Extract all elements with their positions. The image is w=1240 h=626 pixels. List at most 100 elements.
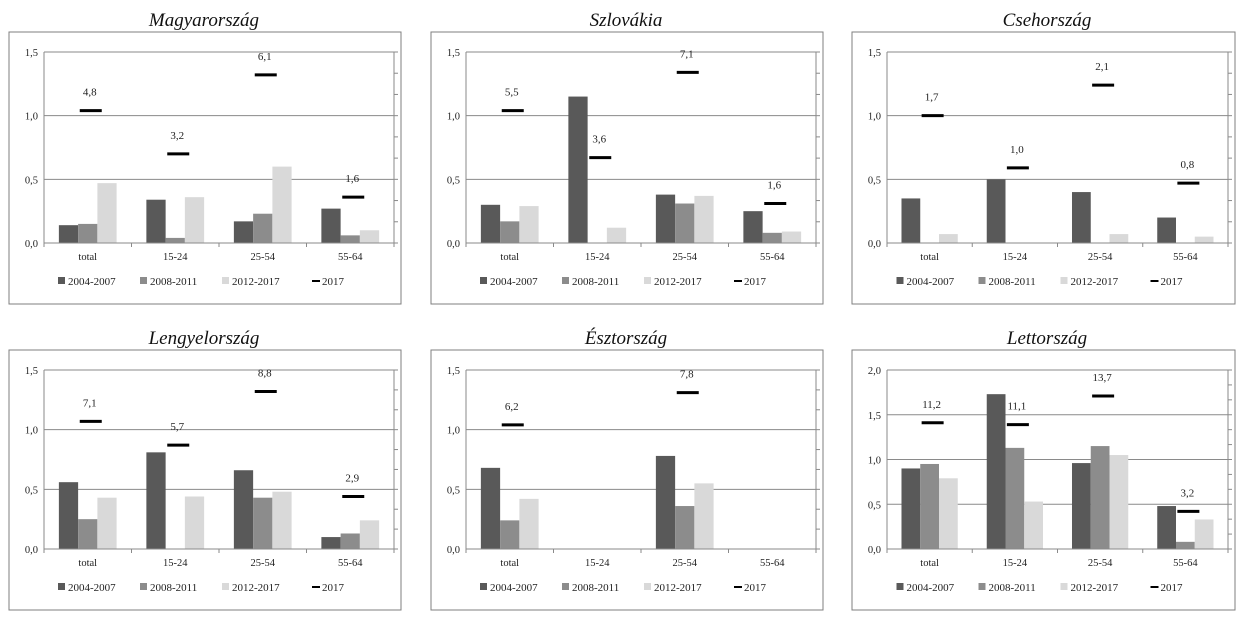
legend-label: 2012-2017 (1071, 582, 1119, 594)
bar-2012-2017 (272, 166, 292, 243)
data-label: 8,8 (258, 367, 272, 379)
chart-title: Észtország (584, 328, 668, 349)
bar-2004-2007 (1071, 463, 1091, 549)
data-label: 6,2 (505, 401, 519, 413)
data-label: 4,8 (83, 87, 97, 99)
bar-2004-2007 (480, 204, 501, 243)
legend-swatch (978, 583, 986, 590)
bar-2004-2007 (655, 455, 676, 549)
bar-2012-2017 (272, 491, 292, 549)
x-tick-label: 55-64 (760, 252, 785, 263)
data-label: 2,9 (345, 472, 359, 484)
legend-label: 2012-2017 (232, 276, 280, 288)
bar-2008-2011 (78, 519, 98, 549)
bar-2012-2017 (939, 234, 958, 243)
y-tick-label: 1,5 (25, 48, 38, 59)
y-tick-label: 0,0 (868, 239, 881, 250)
data-label: 1,7 (925, 92, 939, 104)
x-tick-label: 55-64 (338, 252, 363, 263)
legend-swatch (896, 583, 904, 590)
data-label: 7,8 (680, 369, 694, 381)
chart-panel-3: Csehország 0,0 0,5 1,0 1,5 1,7 total 1,0 15-24 2… (851, 8, 1240, 308)
chart-title: Lengyelország (148, 328, 260, 349)
legend-swatch (644, 277, 651, 284)
legend-swatch (58, 277, 65, 284)
y-tick-label: 0,0 (25, 545, 38, 556)
y-tick-label: 1,5 (447, 48, 460, 59)
chart-frame (851, 31, 1236, 305)
x-tick-label: 25-54 (673, 252, 698, 263)
data-label: 6,1 (258, 51, 272, 63)
chart-panel-2: Szlovákia 0,0 0,5 1,0 1,5 5,5 total 3,6 15-24 7,… (430, 8, 828, 308)
bar-2012-2017 (1109, 455, 1129, 549)
bar-2008-2011 (253, 213, 273, 243)
bar-2008-2011 (762, 232, 782, 243)
legend-swatch (140, 277, 147, 284)
y-tick-label: 1,0 (25, 112, 38, 123)
y-tick-label: 0,5 (25, 485, 38, 496)
chart-title: Lettország (1006, 328, 1088, 349)
chart-panel-6: Lettország 0,0 0,5 1,0 1,5 2,0 11,2 total 11,1 1… (851, 326, 1240, 626)
chart-title: Szlovákia (589, 10, 663, 31)
data-label: 1,6 (345, 173, 359, 185)
legend-swatch (58, 583, 65, 590)
data-label: 7,1 (680, 48, 694, 60)
x-tick-label: 55-64 (760, 558, 785, 569)
bar-2004-2007 (233, 470, 254, 549)
bar-2012-2017 (781, 231, 802, 243)
x-tick-label: total (920, 252, 939, 263)
legend-label: 2017 (1161, 582, 1184, 594)
chart-frame (430, 349, 824, 611)
chart-panel-4: Lengyelország 0,0 0,5 1,0 1,5 7,1 total 5,7 15-… (8, 326, 406, 626)
x-tick-label: 55-64 (1173, 252, 1198, 263)
data-label: 11,2 (922, 399, 941, 411)
y-tick-label: 0,5 (25, 175, 38, 186)
bar-2004-2007 (58, 482, 79, 549)
x-tick-label: 55-64 (338, 558, 363, 569)
y-tick-label: 0,5 (447, 175, 460, 186)
legend-swatch (562, 583, 569, 590)
legend-label: 2004-2007 (68, 276, 116, 288)
y-tick-label: 1,0 (868, 456, 881, 467)
data-label: 5,7 (170, 421, 184, 433)
legend-label: 2017 (322, 582, 345, 594)
bar-2004-2007 (321, 537, 341, 549)
data-label: 7,1 (83, 397, 97, 409)
y-tick-label: 0,0 (25, 239, 38, 250)
legend-label: 2008-2011 (572, 582, 619, 594)
legend-swatch (978, 277, 986, 284)
data-label: 3,6 (592, 134, 606, 146)
x-tick-label: 15-24 (1003, 252, 1028, 263)
bar-2008-2011 (165, 237, 185, 243)
bar-2004-2007 (146, 199, 166, 243)
data-label: 5,5 (505, 87, 519, 99)
chart-title: Magyarország (148, 10, 260, 31)
legend-label: 2017 (744, 276, 767, 288)
legend-label: 2008-2011 (572, 276, 619, 288)
bar-2004-2007 (480, 467, 501, 549)
bar-2012-2017 (97, 183, 117, 243)
x-tick-label: 25-54 (251, 558, 276, 569)
chart-svg: 0,0 0,5 1,0 1,5 6,2 total 15-24 7,8 25-54 55-64 20… (430, 349, 824, 611)
bar-2008-2011 (253, 497, 273, 549)
legend-label: 2017 (1161, 276, 1184, 288)
y-tick-label: 1,0 (447, 426, 460, 437)
bar-2012-2017 (359, 520, 380, 549)
x-tick-label: total (500, 558, 519, 569)
legend-label: 2004-2007 (907, 276, 955, 288)
bar-2008-2011 (675, 506, 695, 549)
data-label: 11,1 (1007, 401, 1026, 413)
chart-svg: 0,0 0,5 1,0 1,5 7,1 total 5,7 15-24 8,8 25-54 2,9 5… (8, 349, 402, 611)
bar-2004-2007 (1071, 192, 1091, 243)
data-label: 13,7 (1093, 372, 1113, 384)
legend-label: 2012-2017 (1071, 276, 1119, 288)
bar-2012-2017 (606, 227, 627, 243)
bar-2008-2011 (1175, 541, 1195, 549)
bar-2008-2011 (920, 463, 940, 549)
legend-swatch (644, 583, 651, 590)
bar-2004-2007 (655, 194, 676, 243)
x-tick-label: 25-54 (1088, 558, 1113, 569)
y-tick-label: 0,5 (447, 485, 460, 496)
y-tick-label: 1,5 (868, 48, 881, 59)
legend-label: 2012-2017 (654, 276, 702, 288)
